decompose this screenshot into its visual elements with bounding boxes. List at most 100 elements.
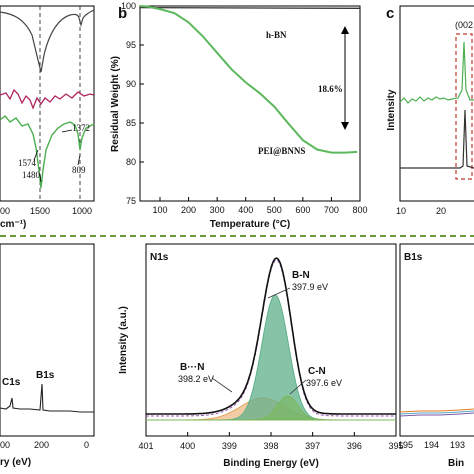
panel-d-xtick-2: 0	[84, 440, 89, 450]
panel-d-xlabel: ry (eV)	[0, 457, 31, 468]
b-xtick-label-0: 100	[152, 205, 167, 215]
peak-bn-area	[146, 294, 396, 421]
panel-f-xtick-0: 195	[398, 440, 413, 450]
b-xtick-label-2: 300	[210, 205, 225, 215]
peak-highlight-box	[455, 33, 473, 180]
legend-pei-bnns: PEI@BNNS	[258, 146, 305, 156]
label-bn-pointer	[267, 287, 291, 299]
panel-a-xlabel: cm⁻¹)	[0, 219, 26, 230]
panel-a-pei-bnns-line	[0, 115, 95, 189]
e-xtick-label-2: 399	[222, 441, 237, 451]
panel-f: B1s 195 194 193 Bin	[398, 243, 474, 469]
e-xtick-label-3: 398	[263, 441, 278, 451]
panel-e: N1s 401 400 399 398 397 396 395 B-N 397.9 eV B…	[118, 243, 404, 469]
legend-hbn: h-BN	[266, 30, 287, 40]
label-bdn-energy: 398.2 eV	[178, 374, 214, 384]
annotation-1372: 1372	[72, 123, 90, 133]
panel-d-xtick-1: 200	[34, 440, 49, 450]
panel-a-arrow-809	[77, 154, 81, 166]
panel-e-xticks: 401 400 399 398 397 396 395	[138, 432, 404, 451]
label-cn-name: C-N	[308, 366, 326, 377]
panel-d-xtick-0: 00	[0, 440, 10, 450]
panel-b-frame	[139, 5, 361, 202]
panel-a-hbn-line	[0, 9, 95, 73]
b-ytick-label-5: 100	[121, 1, 136, 11]
panel-d: C1s B1s 00 200 0 ry (eV)	[0, 243, 95, 468]
panel-b-xticks: 100 200 300 400 500 600 700 800	[152, 197, 368, 215]
n1s-spectrum-line	[146, 257, 396, 415]
panel-f-frame	[399, 243, 474, 437]
e-xtick-label-5: 396	[347, 441, 362, 451]
b-xtick-label-1: 200	[181, 205, 196, 215]
e-xtick-label-6: 395	[388, 441, 403, 451]
peak-cn-area	[146, 395, 396, 421]
peak-label-c1s: C1s	[2, 377, 21, 388]
series-hbn-line	[139, 6, 361, 9]
b-ytick-label-1: 80	[126, 157, 136, 167]
b-xtick-label-4: 500	[267, 205, 282, 215]
b-ytick-label-2: 85	[126, 118, 136, 128]
annotation-1480: 1480	[22, 170, 41, 180]
b-ytick-label-4: 95	[126, 40, 136, 50]
panel-e-title: N1s	[150, 252, 169, 263]
panel-f-line-1	[399, 408, 474, 413]
e-xtick-label-4: 397	[305, 441, 320, 451]
panel-a-pei-line	[0, 88, 95, 110]
weight-loss-arrowhead-top	[341, 26, 349, 34]
label-bn-name: B-N	[292, 270, 310, 281]
panel-f-xlabel: Bin	[448, 458, 464, 469]
survey-spectrum-line	[0, 383, 94, 413]
panel-e-xlabel: Binding Energy (eV)	[223, 458, 319, 469]
panel-a-xtick-2: 1000	[72, 206, 92, 216]
e-xtick-label-1: 400	[180, 441, 195, 451]
panel-d-frame	[0, 243, 95, 437]
series-pei-bnns-line	[139, 5, 358, 154]
panel-f-line-2	[399, 410, 474, 415]
panel-a-arrow-1574	[33, 149, 39, 161]
panel-f-xtick-2: 193	[450, 440, 465, 450]
peak-label-b1s: B1s	[36, 370, 55, 381]
panel-c-xtick-1: 20	[436, 206, 446, 216]
panel-c-frame	[399, 5, 474, 202]
panel-f-xtick-1: 194	[424, 440, 439, 450]
n1s-peaks	[146, 257, 396, 421]
panel-c-hbn-line	[400, 109, 474, 169]
label-bdn-pointer	[211, 377, 233, 393]
b-xtick-label-6: 700	[324, 205, 339, 215]
panel-b-xlabel: Temperature (°C)	[210, 219, 291, 230]
panel-b-yticks: 75 80 85 90 95 100	[121, 1, 144, 206]
panel-f-title: B1s	[404, 252, 423, 263]
b-ytick-label-0: 75	[126, 196, 136, 206]
b-xtick-label-5: 600	[295, 205, 310, 215]
panel-b: b 75 80 85 90 95 100 100 200 300 400 500 600 700 800…	[110, 1, 368, 230]
panel-b-label: b	[118, 5, 127, 22]
panel-c-pei-bnns-line	[399, 41, 474, 104]
e-xtick-label-0: 401	[138, 441, 153, 451]
label-cn-pointer	[289, 379, 307, 395]
label-cn-energy: 397.6 eV	[306, 378, 342, 388]
weight-loss-arrowhead	[341, 122, 349, 130]
b-xtick-label-7: 800	[352, 205, 367, 215]
annotation-809: 809	[72, 165, 86, 175]
panel-c: c (002 Intensity 10 20	[386, 5, 474, 216]
b-xtick-label-3: 400	[238, 205, 253, 215]
panel-a-frame	[0, 5, 95, 202]
panel-a-arrow-1372	[61, 129, 73, 133]
panel-a: 1372 1574 1480 809 00 1500 1000 cm⁻¹)	[0, 5, 95, 230]
panel-a-arrow-1480	[39, 173, 42, 183]
panel-e-ylabel: Intensity (a.u.)	[118, 306, 129, 374]
panel-c-xtick-0: 10	[396, 206, 406, 216]
panel-a-xtick-0: 00	[0, 206, 10, 216]
label-bdn-name: B···N	[180, 362, 204, 373]
label-bn-energy: 397.9 eV	[292, 282, 328, 292]
weight-loss-label: 18.6%	[318, 84, 343, 94]
peak-label-002: (002	[455, 20, 473, 30]
panel-c-label: c	[386, 5, 394, 22]
annotation-1574: 1574	[18, 158, 37, 168]
panel-b-ylabel: Residual Weight (%)	[110, 56, 121, 152]
panel-f-line-3	[399, 412, 474, 417]
b-ytick-label-3: 90	[126, 79, 136, 89]
panel-a-xtick-1: 1500	[30, 206, 50, 216]
panel-c-ylabel: Intensity	[386, 89, 397, 131]
